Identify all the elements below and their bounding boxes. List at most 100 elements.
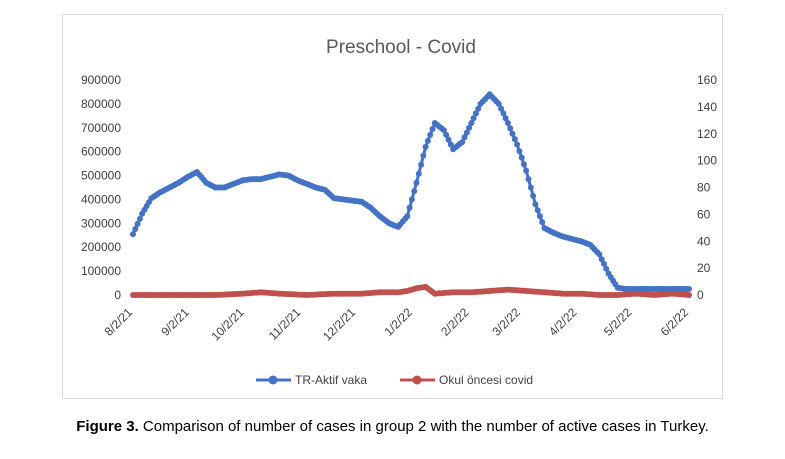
data-point xyxy=(603,265,610,272)
series-line xyxy=(131,92,689,291)
data-point xyxy=(525,176,532,183)
y-axis-right: 160 140 120 100 80 60 40 20 0 xyxy=(697,73,717,302)
series-tr-aktif-vaka xyxy=(130,91,692,292)
data-point xyxy=(539,219,546,226)
data-point xyxy=(461,134,468,141)
chart-svg: Preschool - Covid 9000008000007000006000… xyxy=(81,37,717,387)
legend: TR-Aktif vaka Okul öncesi covid xyxy=(256,373,533,387)
x-tick-label: 3/2/22 xyxy=(489,305,523,339)
data-point xyxy=(427,131,434,138)
legend-label: Okul öncesi covid xyxy=(439,373,533,387)
data-point xyxy=(534,207,541,214)
y2-tick-label: 60 xyxy=(697,207,711,221)
figure-caption: Figure 3. Comparison of number of cases … xyxy=(0,418,785,435)
data-point xyxy=(686,286,692,292)
y-tick-label: 400000 xyxy=(81,192,121,206)
data-point xyxy=(420,152,427,159)
data-point xyxy=(415,170,422,177)
y-tick-label: 800000 xyxy=(81,97,121,111)
data-point xyxy=(470,115,477,122)
y-tick-label: 100000 xyxy=(81,264,121,278)
data-point xyxy=(406,204,413,211)
y2-tick-label: 0 xyxy=(697,288,704,302)
y2-tick-label: 20 xyxy=(697,261,711,275)
x-tick-label: 9/2/21 xyxy=(158,305,192,339)
data-point xyxy=(511,136,518,143)
data-point xyxy=(598,256,605,263)
x-tick-label: 1/2/22 xyxy=(381,305,415,339)
data-point xyxy=(136,215,143,222)
y-tick-label: 600000 xyxy=(81,145,121,159)
data-point xyxy=(475,105,482,112)
legend-item-tr-aktif-vaka: TR-Aktif vaka xyxy=(256,373,367,387)
legend-swatch-marker xyxy=(412,375,422,385)
data-point xyxy=(530,192,537,199)
chart-frame: Preschool - Covid 900000 800000 700000 6000… xyxy=(62,14,723,399)
y2-tick-label: 100 xyxy=(697,154,717,168)
y-tick-label: 900000 xyxy=(81,73,121,87)
data-point xyxy=(445,136,452,143)
data-point xyxy=(514,141,521,148)
y2-tick-label: 40 xyxy=(697,234,711,248)
x-tick-label: 6/2/22 xyxy=(658,305,692,339)
y-tick-label: 300000 xyxy=(81,216,121,230)
data-point xyxy=(411,188,418,195)
data-point xyxy=(408,196,415,203)
x-tick-label: 11/2/21 xyxy=(266,305,304,343)
series-layer xyxy=(130,91,692,298)
data-point xyxy=(463,129,470,136)
y-tick-label: 500000 xyxy=(81,169,121,183)
caption-text: Comparison of number of cases in group 2… xyxy=(138,418,709,435)
x-tick-label: 4/2/22 xyxy=(546,305,580,339)
data-point xyxy=(134,220,141,227)
y-tick-label: 200000 xyxy=(81,240,121,254)
chart-title: Preschool - Covid xyxy=(326,37,476,58)
legend-label: TR-Aktif vaka xyxy=(295,373,367,387)
data-point xyxy=(472,110,479,117)
data-point xyxy=(468,120,475,126)
data-point xyxy=(502,115,509,122)
x-axis: 8/2/21 9/2/21 10/2/21 11/2/21 12/2/21 1/2/22 2… xyxy=(102,305,692,343)
data-point xyxy=(518,154,525,161)
y2-tick-label: 140 xyxy=(697,100,717,114)
x-tick-label: 2/2/22 xyxy=(438,305,472,339)
data-point xyxy=(520,161,527,168)
data-point xyxy=(443,131,450,138)
y-tick-label: 0 xyxy=(114,288,121,302)
data-point xyxy=(404,213,411,220)
data-point xyxy=(686,292,692,298)
data-point xyxy=(466,124,473,131)
data-point xyxy=(507,125,514,132)
y-axis-left: 900000 800000 700000 600000 500000 400000 3000… xyxy=(81,73,121,302)
data-point xyxy=(527,184,534,191)
data-point xyxy=(424,137,431,144)
data-point xyxy=(422,143,429,150)
y2-tick-label: 160 xyxy=(697,73,717,87)
legend-swatch-marker xyxy=(268,375,278,385)
x-tick-label: 5/2/22 xyxy=(601,305,635,339)
data-point xyxy=(130,231,136,238)
y-tick-label: 700000 xyxy=(81,121,121,135)
data-point xyxy=(413,179,420,186)
data-point xyxy=(601,260,607,267)
y2-tick-label: 80 xyxy=(697,181,711,195)
y2-tick-label: 120 xyxy=(697,127,717,141)
data-point xyxy=(418,161,425,168)
x-tick-label: 10/2/21 xyxy=(208,305,246,343)
caption-label: Figure 3. xyxy=(76,418,139,435)
legend-item-okul-oncesi-covid: Okul öncesi covid xyxy=(400,373,533,387)
data-point xyxy=(504,120,511,126)
series-okul-oncesi-covid xyxy=(130,283,692,298)
data-point xyxy=(495,100,502,107)
data-point xyxy=(429,126,436,132)
x-tick-label: 12/2/21 xyxy=(320,305,358,343)
data-point xyxy=(509,130,516,137)
data-point xyxy=(596,251,603,258)
data-point xyxy=(523,167,530,174)
data-point xyxy=(536,213,543,220)
data-point xyxy=(447,141,454,148)
data-point xyxy=(459,139,466,146)
data-point xyxy=(500,110,507,117)
data-point xyxy=(532,201,539,208)
data-point xyxy=(498,105,505,112)
